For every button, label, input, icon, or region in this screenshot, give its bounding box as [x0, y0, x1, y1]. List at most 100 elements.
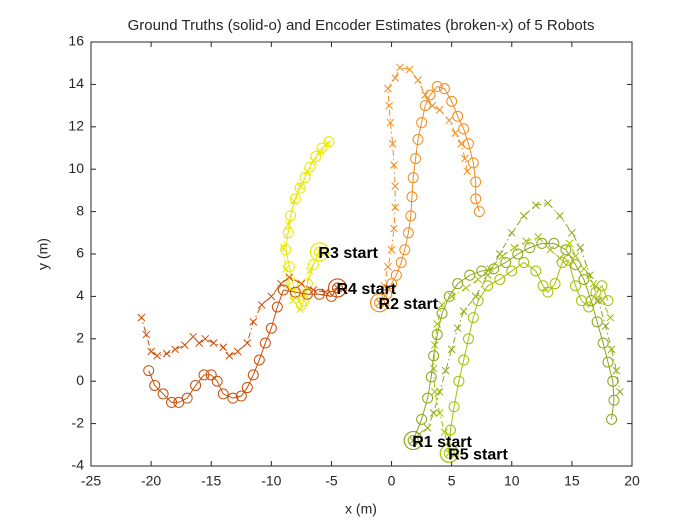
truth-marker: [476, 265, 488, 277]
estimate-marker: [441, 366, 450, 375]
truth-marker: [313, 246, 325, 258]
robot-track: [369, 81, 485, 313]
truth-marker: [313, 288, 325, 300]
estimate-marker: [606, 313, 615, 322]
truth-marker: [323, 136, 335, 148]
estimate-marker: [391, 74, 400, 82]
truth-marker: [285, 210, 297, 222]
estimate-marker: [388, 139, 397, 148]
truth-marker: [576, 295, 588, 307]
truth-marker: [287, 278, 299, 290]
estimate-marker: [297, 279, 306, 288]
truth-marker: [467, 157, 479, 169]
estimate-marker: [153, 351, 161, 360]
truth-marker: [470, 176, 482, 188]
truth-marker: [470, 193, 482, 205]
estimate-marker: [281, 264, 290, 273]
truth-marker: [549, 278, 561, 290]
robot-track: [375, 63, 472, 307]
y-tick-label: -4: [72, 457, 85, 473]
estimate-marker: [375, 298, 384, 307]
estimate-line: [141, 276, 338, 357]
truth-marker: [431, 329, 443, 341]
estimate-marker: [571, 252, 580, 260]
start-label: R5 start: [448, 446, 508, 463]
estimate-marker: [414, 76, 422, 85]
x-tick-label: -5: [325, 473, 338, 489]
truth-marker: [247, 369, 259, 381]
estimate-marker: [257, 301, 266, 309]
y-tick-label: 10: [68, 160, 84, 176]
truth-marker: [299, 172, 311, 184]
truth-line: [412, 242, 615, 441]
truth-marker: [569, 280, 581, 292]
estimate-marker: [543, 199, 552, 207]
estimate-marker: [290, 197, 299, 205]
start-marker: [327, 278, 348, 298]
estimate-marker: [267, 292, 276, 301]
plot-area: [91, 42, 632, 466]
truth-marker: [407, 435, 419, 447]
truth-marker: [428, 350, 440, 362]
estimate-marker: [510, 243, 519, 252]
robot-track: [439, 254, 614, 463]
truth-marker: [289, 193, 301, 205]
estimate-marker: [387, 245, 396, 254]
truth-marker: [412, 134, 424, 146]
truth-marker: [271, 301, 283, 313]
truth-marker: [307, 259, 319, 271]
truth-marker: [402, 227, 414, 239]
truth-marker: [562, 254, 574, 266]
robot-track: [280, 136, 335, 311]
estimate-marker: [519, 211, 528, 220]
truth-marker: [227, 392, 239, 404]
estimate-marker: [429, 409, 438, 417]
estimate-marker: [522, 237, 531, 246]
estimate-marker: [391, 203, 400, 212]
estimate-line: [433, 236, 611, 454]
truth-marker: [590, 286, 602, 298]
estimate-marker: [249, 317, 258, 326]
truth-marker: [431, 81, 443, 93]
truth-marker: [217, 388, 229, 400]
estimate-marker: [451, 129, 460, 138]
estimate-marker: [390, 224, 398, 233]
x-tick-label: 15: [564, 473, 580, 489]
truth-marker: [446, 95, 458, 107]
start-label: R4 start: [336, 281, 396, 298]
estimate-marker: [405, 65, 414, 74]
estimate-marker: [568, 228, 576, 237]
estimate-marker: [445, 449, 454, 458]
truth-marker: [542, 286, 554, 298]
y-tick-label: 4: [76, 287, 84, 303]
x-tick-label: 5: [448, 473, 456, 489]
estimate-marker: [279, 243, 288, 252]
estimate-marker: [423, 423, 432, 432]
truth-marker: [608, 394, 620, 406]
x-tick-label: -10: [261, 473, 281, 489]
truth-marker: [283, 261, 295, 273]
truth-marker: [406, 191, 418, 203]
truth-marker: [198, 369, 210, 381]
estimate-marker: [565, 239, 574, 248]
y-tick-label: 16: [68, 33, 84, 49]
truth-marker: [548, 237, 560, 249]
start-marker: [309, 242, 330, 262]
truth-marker: [606, 413, 618, 425]
truth-marker: [407, 172, 419, 184]
robot-track: [279, 139, 332, 313]
y-tick-label: 0: [76, 372, 84, 388]
truth-marker: [241, 382, 253, 394]
truth-marker: [235, 390, 247, 402]
estimate-marker: [534, 233, 543, 241]
estimate-marker: [576, 243, 585, 252]
truth-marker: [294, 182, 306, 194]
estimate-marker: [386, 118, 395, 127]
estimate-marker: [243, 339, 252, 347]
estimate-marker: [457, 139, 466, 148]
estimate-marker: [616, 387, 624, 396]
truth-marker: [416, 413, 428, 425]
estimate-marker: [433, 320, 442, 328]
truth-marker: [410, 153, 422, 165]
